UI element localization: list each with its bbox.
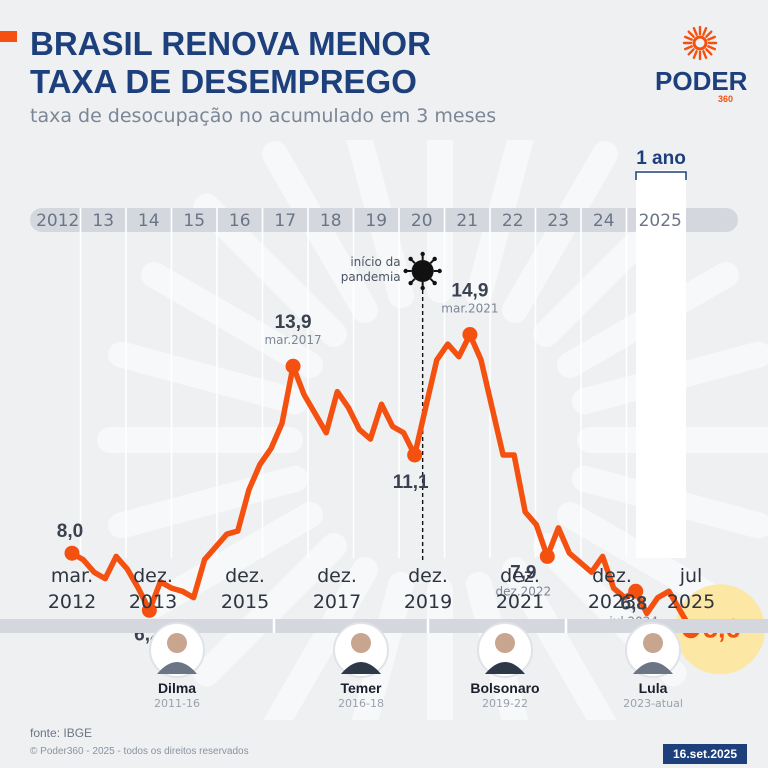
year-label: 22	[502, 211, 524, 231]
data-point	[141, 602, 157, 618]
logo-number: 360	[718, 94, 734, 104]
year-band-highlight	[636, 208, 686, 232]
data-date-label: dez.2022	[495, 584, 551, 598]
year-label: 13	[92, 211, 114, 231]
year-label: 23	[547, 211, 569, 231]
virus-spike-tip	[420, 251, 425, 257]
publish-date-badge: 16.set.2025	[663, 744, 747, 764]
title-line-1: BRASIL RENOVA MENOR	[30, 25, 431, 62]
poder360-sun-icon	[682, 26, 718, 61]
x-tick-year: 2025	[667, 591, 715, 613]
data-date-label: mar.2021	[441, 302, 498, 316]
x-tick-year: 2021	[496, 591, 544, 613]
accent-bar	[0, 31, 17, 42]
chart-title: BRASIL RENOVA MENOR TAXA DE DESEMPREGO	[30, 25, 431, 101]
data-point	[628, 583, 644, 599]
virus-spike-tip	[432, 256, 437, 262]
x-tick-year: 2015	[221, 591, 269, 613]
virus-spike-tip	[437, 268, 442, 274]
year-label: 14	[138, 211, 160, 231]
year-label: 15	[183, 211, 205, 231]
data-label: 8,0	[57, 521, 83, 542]
president-name: Lula	[639, 680, 668, 696]
data-point	[539, 548, 555, 564]
president-period: 2023-atual	[623, 697, 683, 710]
series-line	[69, 331, 694, 633]
data-point	[64, 545, 80, 561]
president-period: 2019-22	[482, 697, 528, 710]
virus-spike-tip	[432, 280, 437, 286]
virus-spike-tip	[403, 268, 408, 274]
year-label: 21	[456, 211, 478, 231]
x-tick-month: dez.	[317, 565, 357, 587]
year-label: 17	[274, 211, 296, 231]
x-tick-month: jul	[679, 565, 703, 587]
highlight-column	[636, 170, 686, 558]
year-label: 2025	[639, 211, 682, 231]
copyright-note: © Poder360 - 2025 - todos os direitos re…	[30, 746, 249, 757]
data-point	[407, 447, 423, 463]
source-note: fonte: IBGE	[30, 726, 93, 740]
x-tick-year: 2019	[404, 591, 452, 613]
x-tick-year: 2013	[129, 591, 177, 613]
year-label: 18	[320, 211, 342, 231]
chart-subtitle: taxa de desocupação no acumulado em 3 me…	[30, 105, 497, 127]
data-point	[285, 358, 301, 374]
pandemic-label: pandemia	[341, 270, 401, 284]
virus-spike-tip	[408, 256, 413, 262]
virus-spike-tip	[408, 280, 413, 286]
data-date-label: mar.2017	[264, 333, 321, 347]
president-photo-body	[485, 662, 525, 674]
president-photo-head	[643, 633, 663, 653]
x-tick-month: dez.	[225, 565, 265, 587]
data-label: 6,8	[621, 593, 647, 614]
data-label: 13,9	[275, 312, 312, 333]
data-label: 7,9	[510, 562, 536, 583]
year-label: 16	[229, 211, 251, 231]
president-photo-body	[633, 662, 673, 674]
data-point	[462, 327, 478, 343]
year-label: 19	[365, 211, 387, 231]
president-photo-body	[157, 662, 197, 674]
x-tick-month: dez.	[592, 565, 632, 587]
x-tick-month: dez.	[408, 565, 448, 587]
virus-icon	[411, 260, 434, 282]
pandemic-label: início da	[350, 255, 400, 269]
logo-word: PODER	[655, 66, 748, 96]
highlight-bracket	[635, 171, 687, 180]
x-tick-year: 2023	[588, 591, 636, 613]
president-photo-head	[167, 633, 187, 653]
year-label: 20	[411, 211, 433, 231]
x-tick-month: dez.	[500, 565, 540, 587]
president-name: Dilma	[158, 680, 196, 696]
president-period: 2016-18	[338, 697, 384, 710]
x-tick-month: mar.	[51, 565, 93, 587]
data-label: 11,1	[393, 472, 429, 493]
highlight-label: 1 ano	[636, 148, 686, 169]
president-photo-body	[341, 662, 381, 674]
president-name: Temer	[341, 680, 383, 696]
data-label: 14,9	[451, 281, 488, 302]
president-photo-head	[495, 633, 515, 653]
virus-spike-tip	[420, 285, 425, 291]
president-name: Bolsonaro	[470, 680, 539, 696]
president-period: 2011-16	[154, 697, 200, 710]
x-tick-year: 2017	[313, 591, 361, 613]
title-line-2: TAXA DE DESEMPREGO	[30, 63, 417, 100]
x-tick-year: 2012	[48, 591, 96, 613]
x-tick-month: dez.	[133, 565, 173, 587]
year-label: 24	[593, 211, 615, 231]
year-band	[30, 208, 738, 232]
president-photo-head	[351, 633, 371, 653]
year-label: 2012	[36, 211, 79, 231]
